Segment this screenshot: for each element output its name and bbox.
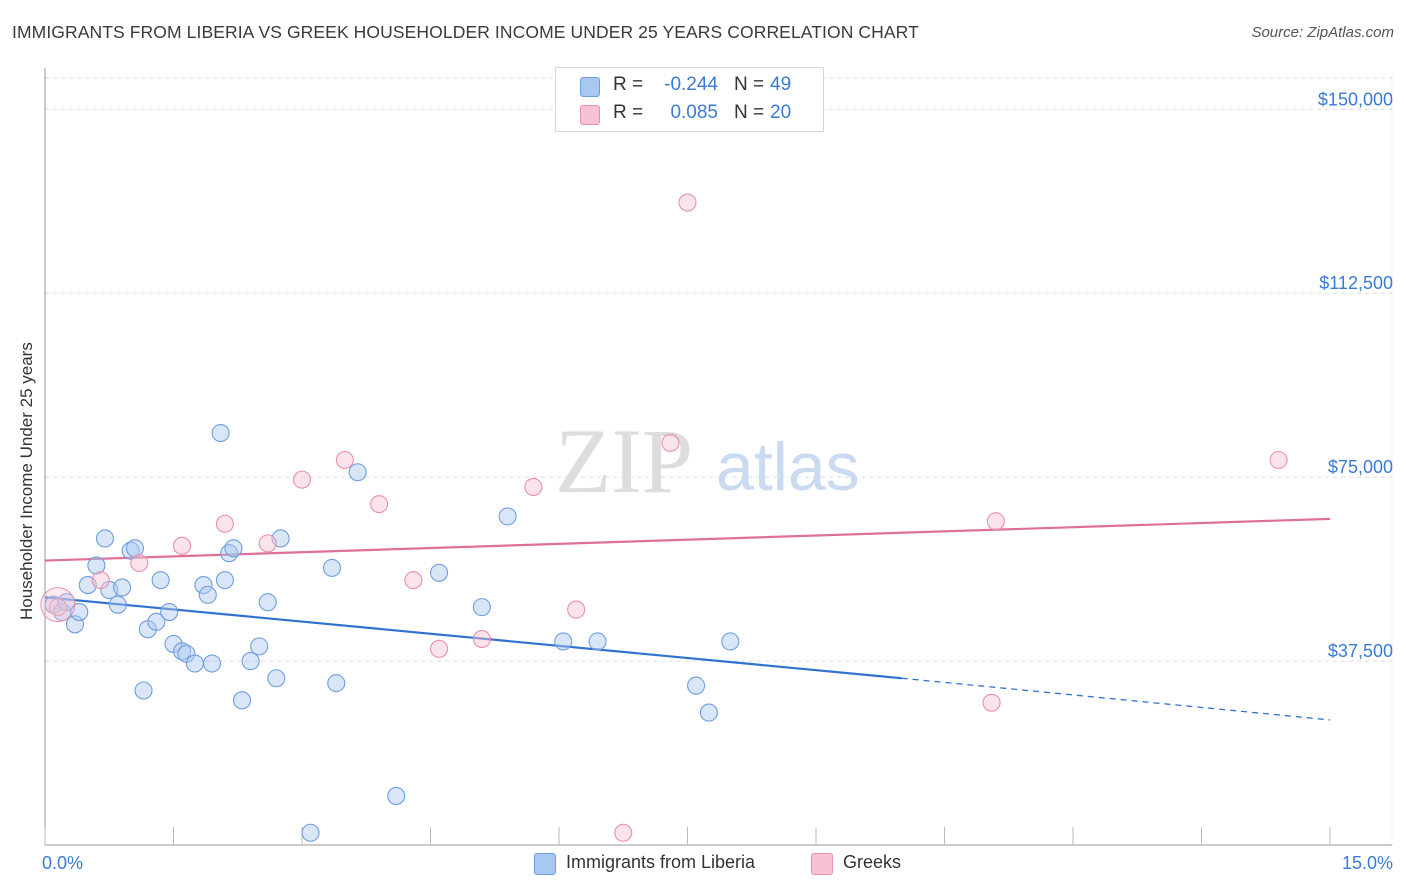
data-point-liberia <box>588 632 607 651</box>
trend-line-extension <box>901 677 1331 721</box>
legend-r-value: 0.085 <box>670 102 718 123</box>
legend-r-value: -0.244 <box>664 74 718 95</box>
data-point-liberia <box>498 507 517 526</box>
data-point-liberia <box>151 571 170 590</box>
data-point-greeks <box>91 571 110 590</box>
data-point-liberia <box>108 595 127 614</box>
data-point-liberia <box>211 423 230 443</box>
data-point-liberia <box>554 632 573 651</box>
data-point-liberia <box>322 558 342 577</box>
data-point-liberia <box>224 539 243 558</box>
series-swatch-greeks <box>811 853 833 875</box>
data-point-liberia <box>95 529 115 548</box>
legend-n-label: N = <box>734 102 765 123</box>
y-tick-label: $37,500 <box>1328 641 1393 661</box>
data-point-liberia <box>472 598 491 617</box>
y-tick-label: $75,000 <box>1328 457 1393 477</box>
data-point-greeks <box>986 512 1005 531</box>
data-point-liberia <box>215 571 234 590</box>
data-point-greeks <box>258 534 277 553</box>
data-point-greeks <box>370 495 389 514</box>
data-point-liberia <box>301 823 320 842</box>
data-point-greeks <box>661 433 680 452</box>
data-point-greeks <box>335 450 354 470</box>
data-point-liberia <box>430 563 449 582</box>
data-point-greeks <box>404 571 423 590</box>
data-point-liberia <box>160 602 179 622</box>
data-point-cluster <box>40 587 76 623</box>
data-point-liberia <box>185 654 204 673</box>
data-point-liberia <box>203 654 222 673</box>
data-point-greeks <box>678 193 697 212</box>
data-point-greeks <box>524 477 543 497</box>
data-point-liberia <box>232 691 252 710</box>
chart-title: IMMIGRANTS FROM LIBERIA VS GREEK HOUSEHO… <box>12 22 919 42</box>
data-point-liberia <box>87 556 106 575</box>
legend-n-label: N = <box>734 74 765 95</box>
source-credit: Source: ZipAtlas.com <box>1251 24 1394 41</box>
tick-labels: $37,500 $75,000 $112,500 $150,000 0.0% 15.0% <box>42 89 1393 873</box>
data-point-liberia <box>258 593 277 612</box>
data-point-liberia <box>327 674 346 693</box>
legend-n-value: 49 <box>770 74 792 95</box>
watermark-atlas: atlas <box>716 429 860 505</box>
data-point-liberia <box>687 676 706 695</box>
y-axis-label: Householder Income Under 25 years <box>17 342 36 620</box>
data-point-liberia <box>348 463 367 482</box>
data-point-greeks <box>130 553 149 573</box>
data-point-liberia <box>194 576 213 595</box>
watermark-zip: ZIP <box>555 410 693 512</box>
data-point-greeks <box>1269 450 1288 470</box>
data-point-greeks <box>215 514 234 533</box>
legend-swatch-liberia <box>580 77 600 97</box>
data-point-greeks <box>472 629 491 649</box>
data-point-liberia <box>147 612 166 631</box>
data-point-liberia <box>267 669 286 688</box>
data-point-greeks <box>292 470 312 489</box>
legend-n-value: 20 <box>770 102 792 123</box>
trend-line-greeks <box>44 517 1331 562</box>
y-tick-label: $150,000 <box>1318 89 1393 109</box>
data-point-greeks <box>614 823 633 842</box>
series-swatch-liberia <box>534 853 556 875</box>
legend-r-label: R = <box>613 102 644 123</box>
y-tick-label: $112,500 <box>1319 273 1393 293</box>
data-point-liberia <box>721 632 740 651</box>
data-point-liberia <box>250 637 269 656</box>
series-label-liberia: Immigrants from Liberia <box>566 852 756 872</box>
data-point-liberia <box>699 703 718 722</box>
x-tick-label: 15.0% <box>1342 853 1393 873</box>
stats-legend: R = -0.244 N = 49 R = 0.085 N = 20 <box>555 67 824 132</box>
legend-r-label: R = <box>613 74 644 95</box>
data-point-greeks <box>567 600 586 619</box>
data-points <box>40 193 1288 842</box>
data-point-liberia <box>113 578 132 597</box>
watermark: ZIP atlas <box>555 410 860 512</box>
series-label-greeks: Greeks <box>843 852 902 872</box>
x-tick-label: 0.0% <box>42 853 83 873</box>
data-point-liberia <box>241 652 260 671</box>
data-point-greeks <box>173 536 192 555</box>
data-point-liberia <box>387 786 406 806</box>
data-point-liberia <box>198 585 217 604</box>
data-point-greeks <box>982 693 1001 712</box>
data-point-greeks <box>48 598 67 617</box>
legend-swatch-greeks <box>580 105 600 125</box>
data-point-greeks <box>430 639 449 658</box>
data-point-liberia <box>125 539 144 558</box>
data-point-liberia <box>134 681 153 700</box>
